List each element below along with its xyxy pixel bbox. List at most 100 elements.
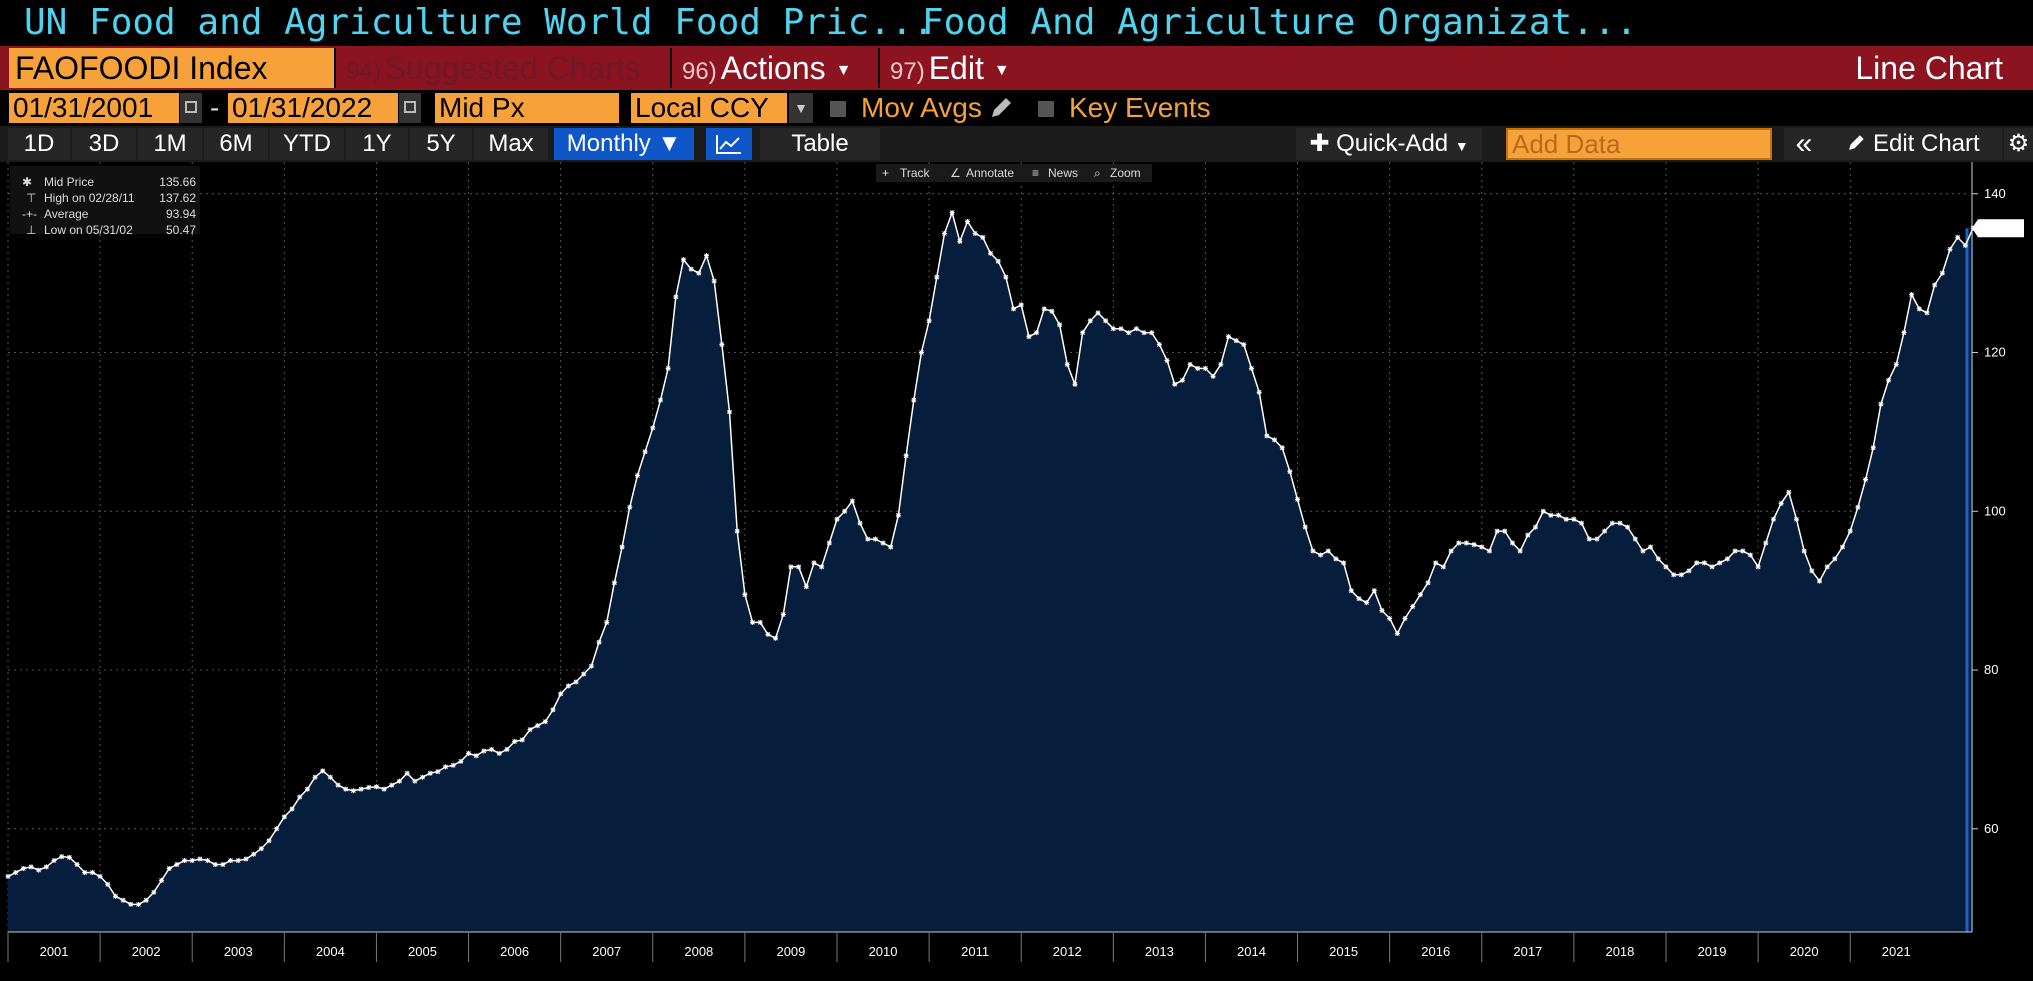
end-date-field[interactable]: 01/31/2022	[228, 93, 398, 123]
suggested-charts-button[interactable]: 94) Suggested Charts	[334, 48, 670, 88]
data-point	[941, 230, 947, 236]
actions-button[interactable]: 96) Actions ▼	[670, 48, 878, 88]
data-point	[1962, 242, 1968, 248]
x-tick-label: 2020	[1790, 944, 1819, 959]
gear-icon[interactable]: ⚙	[2004, 128, 2033, 160]
zoom-tool[interactable]: Zoom	[1110, 166, 1141, 180]
data-point	[151, 889, 157, 895]
last-value-tag: 135.66	[1972, 219, 2024, 238]
data-point	[680, 257, 686, 263]
edit-chart-button[interactable]: Edit Chart	[1824, 128, 2002, 160]
data-point	[1126, 330, 1132, 336]
table-button[interactable]: Table	[760, 128, 880, 160]
mov-avgs-checkbox[interactable]	[830, 101, 846, 117]
period-1y-button[interactable]: 1Y	[346, 128, 408, 160]
data-point	[1264, 433, 1270, 439]
line-chart-icon[interactable]	[706, 128, 752, 160]
start-date-field[interactable]: 01/31/2001	[9, 93, 179, 123]
data-point	[489, 746, 495, 752]
data-point	[765, 631, 771, 637]
data-point	[1302, 524, 1308, 530]
currency-select[interactable]: Local CCY	[631, 93, 787, 123]
data-point	[1724, 556, 1730, 562]
data-point	[657, 397, 663, 403]
data-point	[1686, 568, 1692, 574]
quick-add-button[interactable]: ✚ Quick-Add ▼	[1296, 128, 1482, 160]
x-tick-label: 2011	[961, 944, 989, 959]
data-point	[834, 516, 840, 522]
data-point	[1440, 564, 1446, 570]
data-point	[28, 864, 34, 870]
period-3d-button[interactable]: 3D	[72, 128, 136, 160]
price-chart[interactable]: 60 80 100 120 140 2001 2002 2003 2004 2005 2006 200…	[0, 162, 2033, 981]
news-tool[interactable]: News	[1048, 166, 1078, 180]
data-point	[1747, 552, 1753, 558]
y-tick-label: 140	[1984, 186, 2006, 201]
data-point	[1893, 361, 1899, 367]
data-point	[174, 862, 180, 868]
data-point	[235, 858, 241, 864]
data-point	[97, 873, 103, 879]
data-point	[596, 639, 602, 645]
edit-button[interactable]: 97) Edit ▼	[878, 48, 1032, 88]
data-point	[1057, 322, 1063, 328]
collapse-icon[interactable]: «	[1784, 128, 1824, 160]
period-1d-button[interactable]: 1D	[8, 128, 70, 160]
chevron-down-icon[interactable]: ▼	[789, 93, 813, 123]
pencil-icon[interactable]	[988, 95, 1014, 121]
data-point	[934, 274, 940, 280]
key-events-checkbox[interactable]	[1038, 101, 1054, 117]
data-point	[1586, 536, 1592, 542]
data-point	[949, 210, 955, 216]
period-1m-button[interactable]: 1M	[138, 128, 202, 160]
chart-legend: ✱ Mid Price 135.66 ⊤ High on 02/28/11 13…	[10, 166, 200, 237]
low-marker-icon: ⊥	[26, 223, 36, 237]
data-point	[59, 854, 65, 860]
data-point	[957, 238, 963, 244]
data-point	[1763, 540, 1769, 546]
track-tool[interactable]: Track	[900, 166, 931, 180]
data-point	[535, 723, 541, 729]
annotate-tool[interactable]: Annotate	[966, 166, 1014, 180]
data-point	[565, 683, 571, 689]
parameter-row: 01/31/2001 - 01/31/2022 Mid Px Local CCY…	[0, 90, 2033, 126]
data-point	[1939, 270, 1945, 276]
data-point	[43, 864, 49, 870]
data-point	[1110, 326, 1116, 332]
calendar-icon[interactable]	[399, 93, 421, 123]
data-point	[1095, 310, 1101, 316]
data-point	[1172, 381, 1178, 387]
data-point	[1840, 544, 1846, 550]
data-point	[228, 858, 234, 864]
data-point	[1141, 330, 1147, 336]
mov-avgs-label: Mov Avgs	[861, 92, 982, 123]
data-point	[1655, 556, 1661, 562]
calendar-icon[interactable]	[180, 93, 202, 123]
data-point	[1256, 389, 1262, 395]
data-point	[243, 856, 249, 862]
frequency-select[interactable]: Monthly ▼	[554, 128, 694, 160]
data-point	[312, 774, 318, 780]
period-ytd-button[interactable]: YTD	[270, 128, 344, 160]
data-point	[1072, 381, 1078, 387]
period-max-button[interactable]: Max	[474, 128, 548, 160]
data-point	[711, 278, 717, 284]
x-tick-label: 2010	[869, 944, 898, 959]
data-point	[1364, 600, 1370, 606]
period-6m-button[interactable]: 6M	[204, 128, 268, 160]
ticker-field[interactable]: FAOFOODI Index	[9, 48, 334, 88]
price-field-select[interactable]: Mid Px	[435, 93, 619, 123]
add-data-input[interactable]	[1506, 128, 1772, 160]
data-point	[1878, 401, 1884, 407]
data-point	[826, 540, 832, 546]
data-point	[143, 897, 149, 903]
data-point	[665, 365, 671, 371]
data-point	[1479, 544, 1485, 550]
data-point	[1341, 560, 1347, 566]
data-point	[634, 473, 640, 479]
data-point	[1410, 604, 1416, 610]
data-point	[89, 869, 95, 875]
data-point	[166, 865, 172, 871]
x-tick-label: 2014	[1237, 944, 1266, 959]
period-5y-button[interactable]: 5Y	[410, 128, 472, 160]
